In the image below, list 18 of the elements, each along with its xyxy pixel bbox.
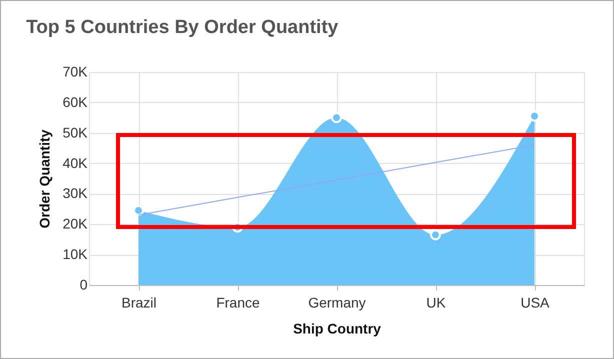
y-tick-label: 30K <box>62 185 88 202</box>
x-tick-label: UK <box>426 294 446 310</box>
point <box>430 229 441 240</box>
point <box>331 112 342 124</box>
x-axis-title: Ship Country <box>293 320 382 336</box>
y-tick-label: 70K <box>62 64 88 80</box>
y-tick-label: 40K <box>62 154 88 171</box>
y-axis-title: Order Quantity <box>36 129 53 228</box>
x-tick-label: USA <box>520 294 550 310</box>
x-tick-label: France <box>216 294 260 310</box>
y-tick-label: 20K <box>62 216 88 232</box>
y-tick-label: 10K <box>62 246 88 262</box>
x-tick-label: Germany <box>308 294 366 310</box>
chart-title: Top 5 Countries By Order Quantity <box>26 17 339 38</box>
y-tick-label: 60K <box>62 94 88 110</box>
y-tick-label: 0 <box>80 276 88 292</box>
x-tick-label: Brazil <box>121 294 157 310</box>
y-tick-label: 50K <box>62 124 88 140</box>
